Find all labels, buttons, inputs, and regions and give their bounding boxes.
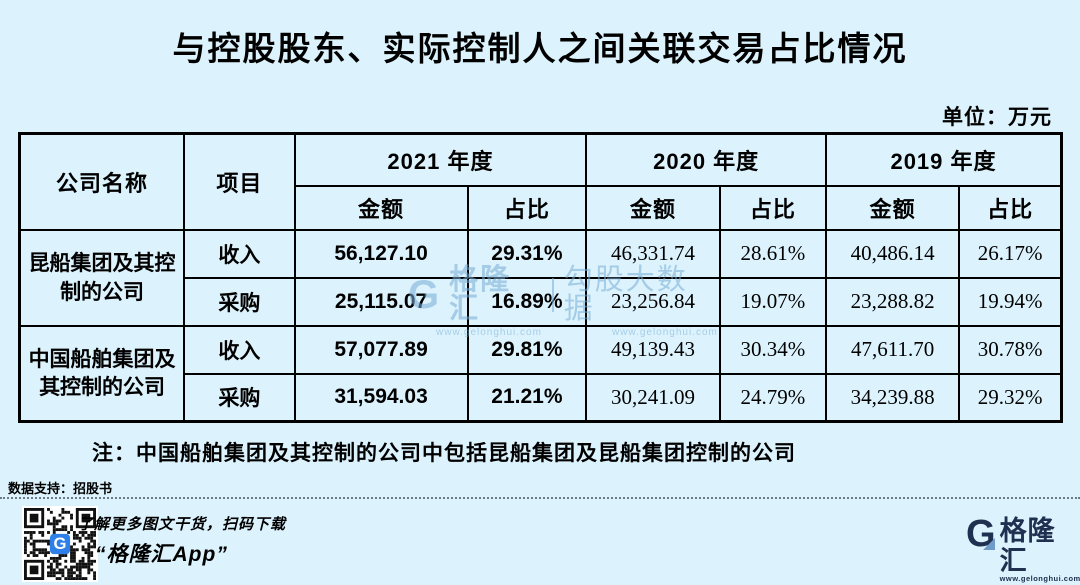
amount-2021-cell: 25,115.07 <box>293 276 469 327</box>
data-source-label: 数据支持：招股书 <box>8 481 113 496</box>
page-title: 与控股股东、实际控制人之间关联交易占比情况 <box>172 30 908 67</box>
amount-2019-cell: 34,239.88 <box>824 372 961 423</box>
amount-2021-cell: 57,077.89 <box>293 324 469 375</box>
ratio-2021-cell: 29.31% <box>466 228 588 279</box>
ratio-2020-cell: 28.61% <box>718 228 827 279</box>
amount-2020-cell: 23,256.84 <box>585 276 721 327</box>
col-header-amount-2019: 金额 <box>824 184 961 231</box>
divider <box>0 497 1080 499</box>
amount-2019-cell: 23,288.82 <box>824 276 961 327</box>
company-name-cell: 昆船集团及其控制的公司 <box>18 228 186 327</box>
col-header-company: 公司名称 <box>18 132 186 231</box>
ratio-2019-cell: 29.32% <box>958 372 1063 423</box>
table-note: 注：中国船舶集团及其控制的公司中包括昆船集团及昆船集团控制的公司 <box>92 441 796 465</box>
qr-caption: 了解更多图文干货，扫码下载 <box>78 516 287 533</box>
col-header-ratio-2019: 占比 <box>958 184 1063 231</box>
table-row: 昆船集团及其控制的公司 收入 56,127.10 29.31% 46,331.7… <box>18 228 1063 327</box>
table-row: 中国船舶集团及其控制的公司 收入 57,077.89 29.81% 49,139… <box>18 324 1063 423</box>
company-name-cell: 中国船舶集团及其控制的公司 <box>18 324 186 423</box>
qr-code: G <box>22 506 98 582</box>
ratio-2019-cell: 19.94% <box>958 276 1063 327</box>
unit-label: 单位：万元 <box>942 106 1052 129</box>
col-header-year-2019: 2019 年度 <box>824 132 1063 187</box>
table-row: 采购 31,594.03 21.21% 30,241.09 24.79% 34,… <box>20 372 1063 423</box>
col-header-amount-2021: 金额 <box>293 184 469 231</box>
amount-2020-cell: 30,241.09 <box>585 372 721 423</box>
brand-logo: G 格隆汇 www.gelonghui.com <box>966 515 1080 583</box>
qr-code-icon: G <box>24 508 96 580</box>
col-header-ratio-2021: 占比 <box>466 184 588 231</box>
amount-2020-cell: 49,139.43 <box>585 324 721 375</box>
amount-2020-cell: 46,331.74 <box>585 228 721 279</box>
app-name-caption: “格隆汇App” <box>95 543 228 566</box>
amount-2021-cell: 31,594.03 <box>293 372 469 423</box>
amount-2021-cell: 56,127.10 <box>293 228 469 279</box>
brand-name: 格隆汇 <box>999 516 1056 576</box>
ratio-2019-cell: 26.17% <box>958 228 1063 279</box>
ratio-2020-cell: 30.34% <box>718 324 827 375</box>
related-transactions-table: 公司名称 项目 2021 年度 2020 年度 2019 年度 金额 占比 金额… <box>18 132 1063 423</box>
amount-2019-cell: 47,611.70 <box>824 324 961 375</box>
ratio-2020-cell: 19.07% <box>718 276 827 327</box>
ratio-2020-cell: 24.79% <box>718 372 827 423</box>
col-header-year-2020: 2020 年度 <box>585 132 827 187</box>
ratio-2021-cell: 29.81% <box>466 324 588 375</box>
col-header-item: 项目 <box>183 132 296 231</box>
item-cell: 收入 <box>183 228 296 279</box>
gelonghui-g-icon: G <box>966 515 996 553</box>
ratio-2019-cell: 30.78% <box>958 324 1063 375</box>
arrow-icon <box>982 538 995 550</box>
ratio-2021-cell: 16.89% <box>466 276 588 327</box>
brand-url: www.gelonghui.com <box>999 574 1080 583</box>
item-cell: 采购 <box>183 372 296 423</box>
col-header-amount-2020: 金额 <box>585 184 721 231</box>
table-row: 采购 25,115.07 16.89% 23,256.84 19.07% 23,… <box>20 276 1063 327</box>
item-cell: 收入 <box>183 324 296 375</box>
item-cell: 采购 <box>183 276 296 327</box>
amount-2019-cell: 40,486.14 <box>824 228 961 279</box>
col-header-year-2021: 2021 年度 <box>293 132 588 187</box>
col-header-ratio-2020: 占比 <box>718 184 827 231</box>
svg-text:G: G <box>54 534 67 553</box>
ratio-2021-cell: 21.21% <box>466 372 588 423</box>
